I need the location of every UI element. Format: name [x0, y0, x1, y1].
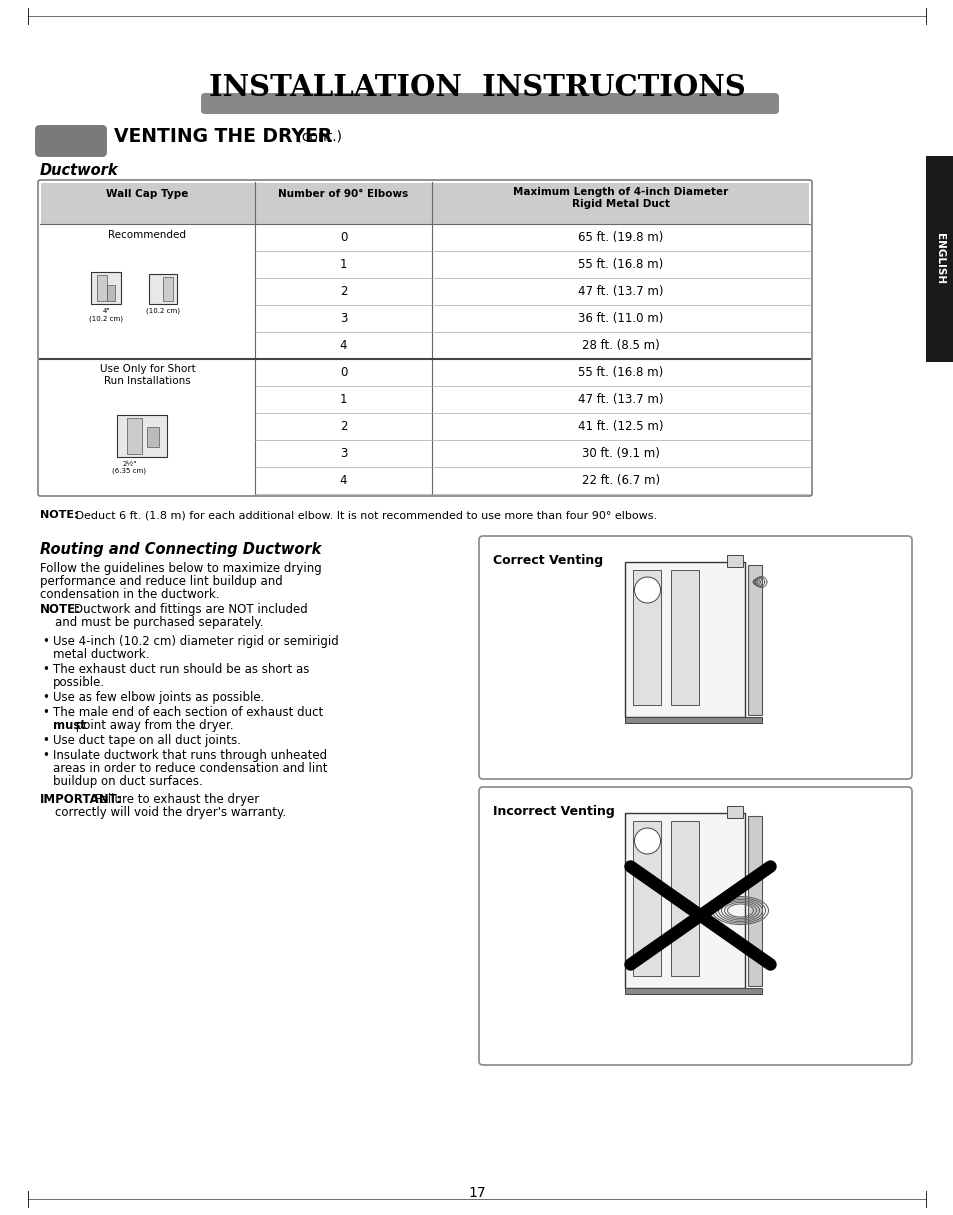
- Bar: [97, 275, 108, 301]
- Text: INSTALLATION  INSTRUCTIONS: INSTALLATION INSTRUCTIONS: [209, 73, 744, 102]
- Text: Failure to exhaust the dryer: Failure to exhaust the dryer: [95, 793, 259, 806]
- FancyBboxPatch shape: [478, 536, 911, 779]
- Text: 30 ft. (9.1 m): 30 ft. (9.1 m): [581, 447, 659, 460]
- Text: Incorrect Venting: Incorrect Venting: [493, 806, 614, 818]
- Text: Correct Venting: Correct Venting: [493, 554, 602, 567]
- Text: Use as few elbow joints as possible.: Use as few elbow joints as possible.: [53, 691, 264, 703]
- Text: Insulate ductwork that runs through unheated: Insulate ductwork that runs through unhe…: [53, 748, 327, 762]
- Bar: [633, 570, 660, 705]
- Text: IMPORTANT:: IMPORTANT:: [40, 793, 122, 806]
- Text: Use duct tape on all duct joints.: Use duct tape on all duct joints.: [53, 734, 241, 747]
- Text: 0: 0: [339, 366, 347, 379]
- Text: •: •: [42, 748, 49, 762]
- Text: Wall Cap Type: Wall Cap Type: [106, 190, 189, 199]
- Text: must: must: [53, 719, 86, 731]
- Text: •: •: [42, 691, 49, 703]
- Bar: [633, 821, 660, 976]
- Text: •: •: [42, 663, 49, 676]
- Bar: [671, 570, 699, 705]
- Bar: [925, 156, 953, 362]
- Text: 4: 4: [339, 474, 347, 487]
- Text: correctly will void the dryer's warranty.: correctly will void the dryer's warranty…: [55, 806, 286, 819]
- Text: 4"
(10.2 cm): 4" (10.2 cm): [90, 307, 123, 322]
- FancyBboxPatch shape: [478, 787, 911, 1066]
- Text: performance and reduce lint buildup and: performance and reduce lint buildup and: [40, 575, 282, 588]
- Text: Follow the guidelines below to maximize drying: Follow the guidelines below to maximize …: [40, 563, 321, 575]
- Text: NOTE:: NOTE:: [40, 510, 78, 520]
- Text: Deduct 6 ft. (1.8 m) for each additional elbow. It is not recommended to use mor: Deduct 6 ft. (1.8 m) for each additional…: [71, 510, 657, 520]
- Text: 2: 2: [339, 420, 347, 433]
- Text: 0: 0: [339, 231, 347, 244]
- FancyBboxPatch shape: [35, 125, 107, 157]
- Text: 2: 2: [339, 286, 347, 298]
- Text: ENGLISH: ENGLISH: [934, 233, 944, 284]
- Bar: [625, 717, 761, 723]
- Text: 55 ft. (16.8 m): 55 ft. (16.8 m): [578, 258, 663, 271]
- Text: NOTE:: NOTE:: [40, 603, 81, 616]
- Text: Recommended: Recommended: [109, 230, 186, 241]
- Bar: [671, 821, 699, 976]
- Text: Maximum Length of 4-inch Diameter
Rigid Metal Duct: Maximum Length of 4-inch Diameter Rigid …: [513, 187, 728, 209]
- Bar: [91, 272, 121, 304]
- Text: buildup on duct surfaces.: buildup on duct surfaces.: [53, 775, 203, 789]
- Bar: [748, 816, 761, 987]
- Text: 3: 3: [339, 447, 347, 460]
- Bar: [727, 806, 742, 818]
- FancyBboxPatch shape: [201, 94, 779, 114]
- Text: 47 ft. (13.7 m): 47 ft. (13.7 m): [578, 392, 663, 406]
- Text: The male end of each section of exhaust duct: The male end of each section of exhaust …: [53, 706, 323, 719]
- Text: 2½"
(6.35 cm): 2½" (6.35 cm): [112, 460, 147, 475]
- Text: 3: 3: [339, 312, 347, 324]
- Text: metal ductwork.: metal ductwork.: [53, 648, 150, 661]
- Text: 1: 1: [339, 392, 347, 406]
- Text: Run Installations: Run Installations: [104, 375, 191, 386]
- Text: 36 ft. (11.0 m): 36 ft. (11.0 m): [578, 312, 663, 324]
- FancyBboxPatch shape: [38, 180, 811, 496]
- Text: 17: 17: [468, 1186, 485, 1200]
- Text: 65 ft. (19.8 m): 65 ft. (19.8 m): [578, 231, 663, 244]
- Bar: [128, 418, 142, 454]
- Bar: [150, 275, 177, 304]
- Text: 55 ft. (16.8 m): 55 ft. (16.8 m): [578, 366, 663, 379]
- Text: 47 ft. (13.7 m): 47 ft. (13.7 m): [578, 286, 663, 298]
- Text: condensation in the ductwork.: condensation in the ductwork.: [40, 588, 219, 601]
- Circle shape: [634, 827, 659, 854]
- Bar: [625, 563, 744, 717]
- Text: Number of 90° Elbows: Number of 90° Elbows: [278, 190, 408, 199]
- Text: VENTING THE DRYER: VENTING THE DRYER: [113, 128, 332, 146]
- Text: Use 4-inch (10.2 cm) diameter rigid or semirigid: Use 4-inch (10.2 cm) diameter rigid or s…: [53, 635, 338, 648]
- Bar: [748, 565, 761, 714]
- Circle shape: [634, 577, 659, 603]
- Text: Use Only for Short: Use Only for Short: [99, 364, 195, 374]
- Text: The exhaust duct run should be as short as: The exhaust duct run should be as short …: [53, 663, 309, 676]
- Text: (cont.): (cont.): [292, 129, 341, 143]
- Text: 22 ft. (6.7 m): 22 ft. (6.7 m): [581, 474, 659, 487]
- Bar: [108, 286, 115, 301]
- Bar: [727, 555, 742, 567]
- Text: •: •: [42, 706, 49, 719]
- Text: Ductwork and fittings are NOT included: Ductwork and fittings are NOT included: [74, 603, 308, 616]
- Text: •: •: [42, 635, 49, 648]
- Text: Routing and Connecting Ductwork: Routing and Connecting Ductwork: [40, 542, 321, 556]
- Bar: [41, 183, 808, 224]
- Text: (10.2 cm): (10.2 cm): [147, 307, 180, 315]
- Text: 4: 4: [339, 339, 347, 352]
- Bar: [625, 988, 761, 994]
- Text: and must be purchased separately.: and must be purchased separately.: [55, 616, 263, 629]
- Bar: [117, 416, 168, 457]
- Text: 28 ft. (8.5 m): 28 ft. (8.5 m): [581, 339, 659, 352]
- Text: point away from the dryer.: point away from the dryer.: [71, 719, 233, 731]
- Bar: [163, 277, 173, 301]
- Text: possible.: possible.: [53, 676, 105, 689]
- Text: •: •: [42, 734, 49, 747]
- Bar: [148, 426, 159, 447]
- Text: Ductwork: Ductwork: [40, 163, 118, 179]
- Text: 1: 1: [339, 258, 347, 271]
- Text: 41 ft. (12.5 m): 41 ft. (12.5 m): [578, 420, 663, 433]
- Text: areas in order to reduce condensation and lint: areas in order to reduce condensation an…: [53, 762, 327, 775]
- Bar: [625, 813, 744, 988]
